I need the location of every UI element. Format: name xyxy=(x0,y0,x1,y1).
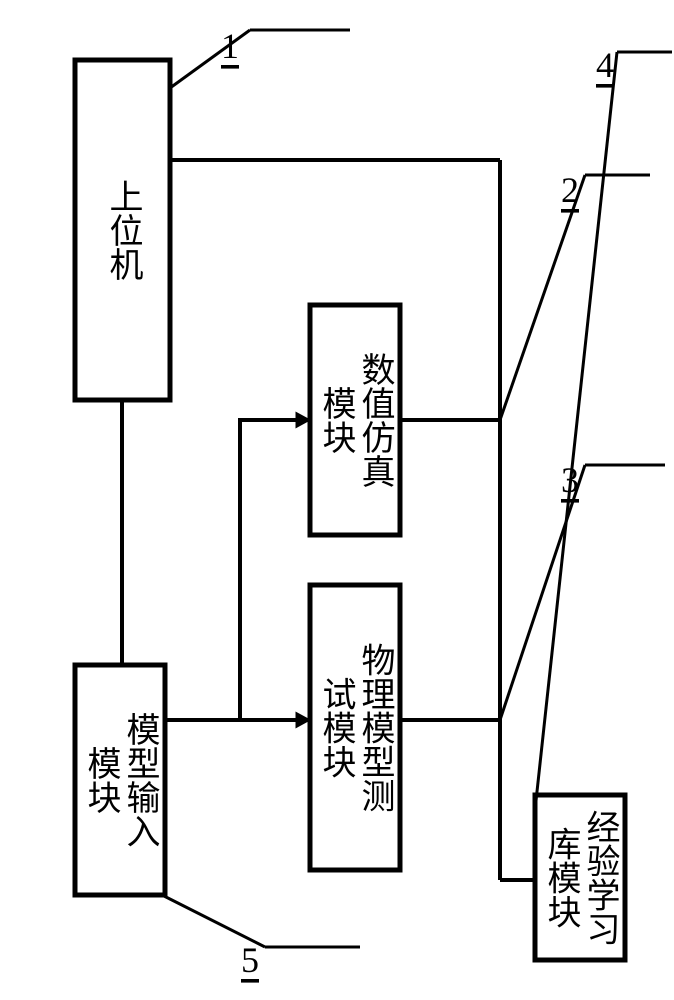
label-host-line0: 上位机 xyxy=(104,179,143,281)
label-exp-line1: 库模块 xyxy=(542,826,580,928)
callout-leader-c4 xyxy=(535,52,617,810)
callout-leader-c3 xyxy=(500,465,585,720)
label-exp-line0: 经验学习 xyxy=(581,809,619,945)
label-model_in-line0: 模型输入 xyxy=(121,712,159,848)
label-sim-line0: 数值仿真 xyxy=(356,352,394,488)
callout-number-c1: 1 xyxy=(221,26,239,66)
label-model_in-line1: 模块 xyxy=(82,746,120,814)
callout-number-c5: 5 xyxy=(241,940,259,980)
callout-number-c2: 2 xyxy=(561,170,579,210)
connector-modelin_to_sim xyxy=(165,420,310,720)
label-sim-line1: 模块 xyxy=(317,386,355,454)
callout-leader-c2 xyxy=(500,175,585,420)
label-phys-line0: 物理模型测 xyxy=(356,642,395,812)
callout-number-c4: 4 xyxy=(596,45,614,85)
label-phys-line1: 试模块 xyxy=(317,677,355,779)
